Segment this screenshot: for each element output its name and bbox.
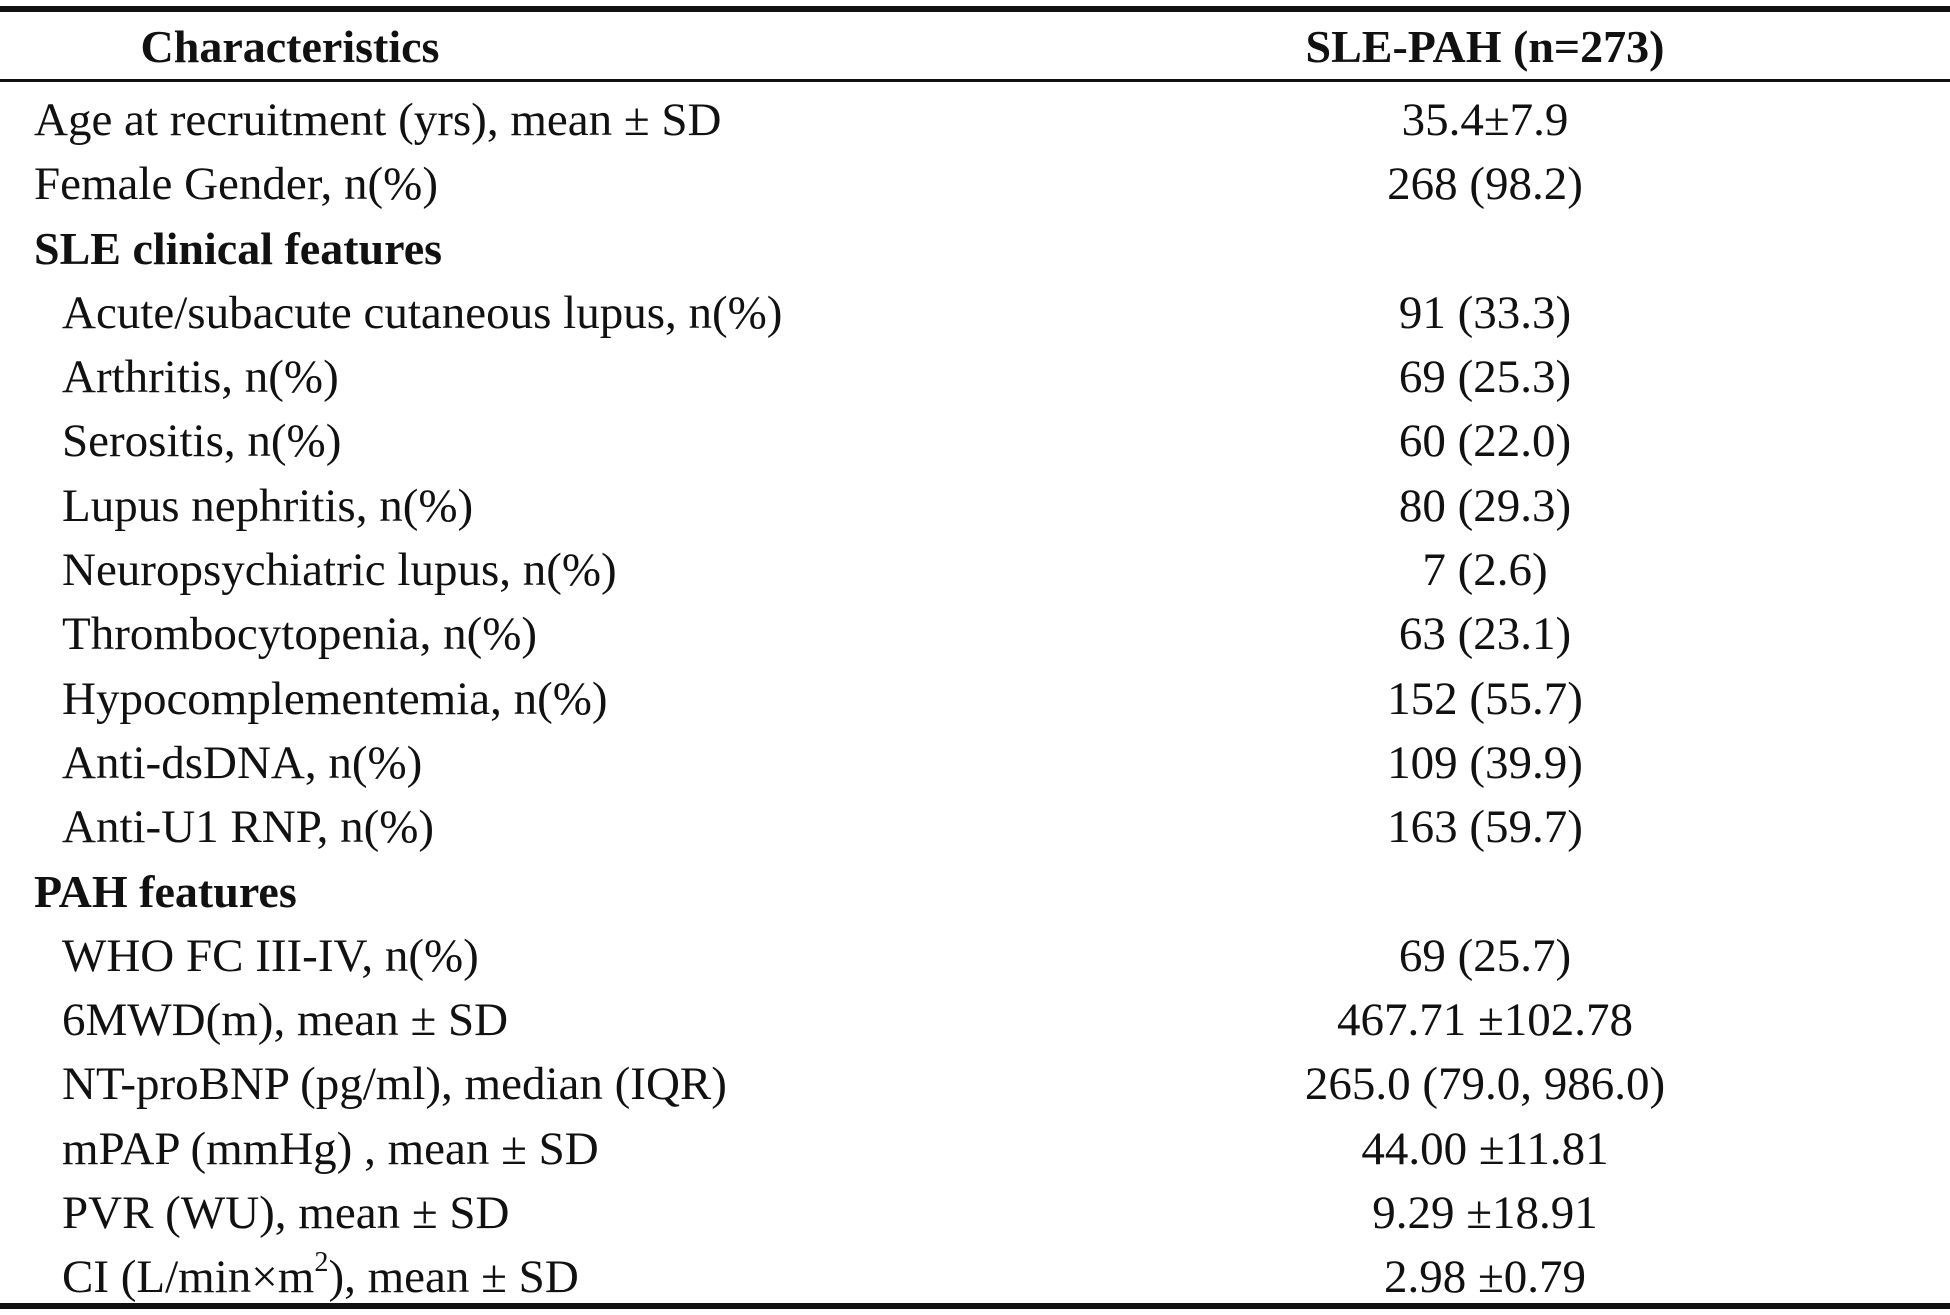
row-value: 467.71 ±102.78 <box>1336 994 1634 1047</box>
row-label: NT-proBNP (pg/ml), median (IQR) <box>62 1058 727 1111</box>
table-row: Neuropsychiatric lupus, n(%) 7 (2.6) <box>0 538 1950 602</box>
table-row: Hypocomplementemia, n(%) 152 (55.7) <box>0 667 1950 731</box>
section-label: PAH features <box>34 865 297 917</box>
row-label-superscript: 2 <box>314 1247 329 1279</box>
table-row: Thrombocytopenia, n(%) 63 (23.1) <box>0 602 1950 666</box>
row-value: 91 (33.3) <box>1398 286 1572 339</box>
row-label: PVR (WU), mean ± SD <box>62 1187 510 1240</box>
table-row: Anti-dsDNA, n(%) 109 (39.9) <box>0 731 1950 795</box>
table-row: Lupus nephritis, n(%) 80 (29.3) <box>0 474 1950 538</box>
row-label: Neuropsychiatric lupus, n(%) <box>62 544 617 597</box>
row-label: Anti-U1 RNP, n(%) <box>62 801 435 854</box>
table-row: Serositis, n(%) 60 (22.0) <box>0 409 1950 473</box>
table-top-rule <box>0 6 1950 12</box>
row-value: 69 (25.3) <box>1398 351 1572 404</box>
row-value: 2.98 ±0.79 <box>1383 1251 1587 1304</box>
row-value: 163 (59.7) <box>1387 801 1583 854</box>
row-label: Age at recruitment (yrs), mean ± SD <box>34 94 722 146</box>
row-label: 6MWD(m), mean ± SD <box>62 994 509 1047</box>
table-row: mPAP (mmHg) , mean ± SD 44.00 ±11.81 <box>0 1117 1950 1181</box>
table-body: Age at recruitment (yrs), mean ± SD 35.4… <box>0 88 1950 1310</box>
header-characteristics: Characteristics <box>140 21 440 72</box>
row-label: WHO FC III-IV, n(%) <box>62 929 479 982</box>
table-row: Age at recruitment (yrs), mean ± SD 35.4… <box>0 88 1950 152</box>
row-value: 109 (39.9) <box>1387 736 1583 789</box>
table-row: CI (L/min×m2), mean ± SD 2.98 ±0.79 <box>0 1245 1950 1309</box>
row-value: 9.29 ±18.91 <box>1372 1187 1598 1240</box>
row-value: 60 (22.0) <box>1398 415 1572 468</box>
table-row: NT-proBNP (pg/ml), median (IQR) 265.0 (7… <box>0 1052 1950 1116</box>
row-label: Arthritis, n(%) <box>62 351 339 404</box>
table-header-rule <box>0 79 1950 82</box>
row-value: 63 (23.1) <box>1398 608 1572 661</box>
row-label: Serositis, n(%) <box>62 415 342 468</box>
row-label: mPAP (mmHg) , mean ± SD <box>62 1122 599 1175</box>
row-value: 44.00 ±11.81 <box>1361 1122 1609 1175</box>
row-value: 7 (2.6) <box>1422 544 1548 597</box>
row-value: 268 (98.2) <box>1387 158 1583 211</box>
row-label: Female Gender, n(%) <box>34 158 438 211</box>
table-row: PVR (WU), mean ± SD 9.29 ±18.91 <box>0 1181 1950 1245</box>
row-label: CI (L/min×m2), mean ± SD <box>62 1245 579 1309</box>
table-header-row: Characteristics SLE-PAH (n=273) <box>0 16 1950 78</box>
row-value: 152 (55.7) <box>1387 672 1583 725</box>
section-heading-sle-clinical-features: SLE clinical features <box>0 217 1950 281</box>
row-label: Thrombocytopenia, n(%) <box>62 608 538 661</box>
table-row: Arthritis, n(%) 69 (25.3) <box>0 345 1950 409</box>
table-row: Acute/subacute cutaneous lupus, n(%) 91 … <box>0 281 1950 345</box>
table-row: WHO FC III-IV, n(%) 69 (25.7) <box>0 924 1950 988</box>
row-label-suffix: ), mean ± SD <box>328 1251 579 1304</box>
row-value: 69 (25.7) <box>1398 929 1572 982</box>
row-value: 35.4±7.9 <box>1401 94 1569 146</box>
row-label-prefix: CI (L/min×m <box>62 1251 315 1304</box>
row-label: Anti-dsDNA, n(%) <box>62 736 423 789</box>
table-row: Anti-U1 RNP, n(%) 163 (59.7) <box>0 795 1950 859</box>
row-value: 80 (29.3) <box>1398 479 1572 532</box>
row-value: 265.0 (79.0, 986.0) <box>1304 1058 1666 1111</box>
row-label: Lupus nephritis, n(%) <box>62 479 474 532</box>
row-label: Acute/subacute cutaneous lupus, n(%) <box>62 286 783 339</box>
table-row: 6MWD(m), mean ± SD 467.71 ±102.78 <box>0 988 1950 1052</box>
table-bottom-rule <box>0 1303 1950 1309</box>
section-heading-pah-features: PAH features <box>0 860 1950 924</box>
section-label: SLE clinical features <box>34 222 443 274</box>
table-row: Female Gender, n(%) 268 (98.2) <box>0 152 1950 216</box>
row-label: Hypocomplementemia, n(%) <box>62 672 608 725</box>
header-group: SLE-PAH (n=273) <box>1305 21 1665 72</box>
